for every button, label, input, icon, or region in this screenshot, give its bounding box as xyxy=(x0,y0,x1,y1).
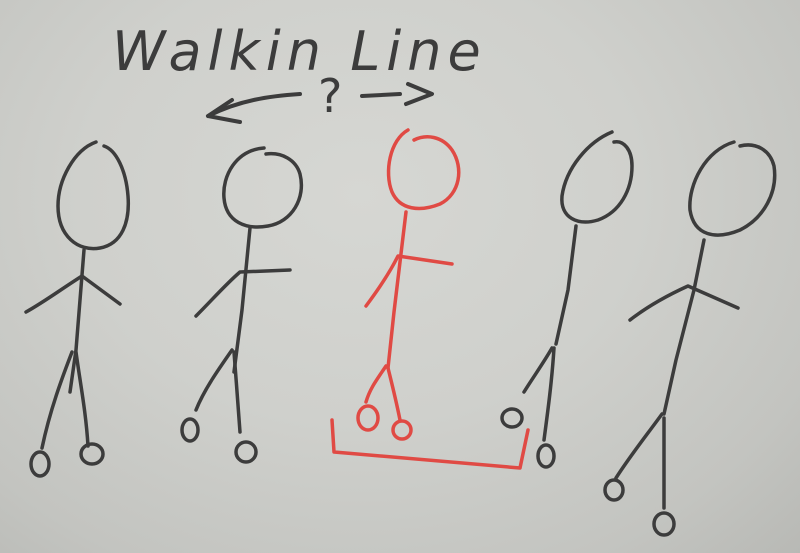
title-text: Walkin Line xyxy=(112,20,487,83)
right-leg xyxy=(232,350,242,434)
left-leg xyxy=(364,364,388,404)
right-leg xyxy=(74,350,90,448)
right-foot xyxy=(79,442,105,466)
body xyxy=(662,238,706,416)
body xyxy=(386,210,408,370)
left-foot xyxy=(603,478,625,502)
head xyxy=(688,140,777,237)
stick-figure-1 xyxy=(24,140,131,478)
arms xyxy=(628,284,740,322)
red-bracket xyxy=(330,418,530,470)
head xyxy=(560,130,634,224)
right-arrow-shaft xyxy=(360,92,402,98)
right-arrow-head-icon xyxy=(404,82,434,106)
arms xyxy=(24,274,122,314)
head xyxy=(222,146,304,229)
right-leg xyxy=(386,366,402,422)
head xyxy=(56,140,131,251)
stick-figure-4 xyxy=(500,130,634,469)
left-foot xyxy=(356,404,380,432)
question-mark: ? xyxy=(318,69,342,123)
left-foot xyxy=(180,417,200,443)
left-foot xyxy=(29,450,51,478)
left-leg xyxy=(194,348,234,412)
stick-figure-2 xyxy=(180,146,304,464)
head xyxy=(386,128,461,211)
body xyxy=(68,248,86,394)
arms xyxy=(364,254,454,308)
left-leg xyxy=(40,350,74,450)
right-foot xyxy=(652,511,676,537)
right-foot xyxy=(536,443,556,469)
body xyxy=(232,226,252,374)
left-leg xyxy=(522,346,554,394)
arms xyxy=(194,268,292,318)
body xyxy=(554,224,578,346)
left-leg xyxy=(614,412,664,480)
double-arrow: ? xyxy=(206,69,434,124)
right-leg xyxy=(542,346,556,442)
right-foot xyxy=(234,440,258,464)
left-foot xyxy=(500,407,524,429)
stick-figure-5 xyxy=(603,140,777,537)
stick-figure-3-highlighted xyxy=(356,128,461,441)
right-foot xyxy=(391,419,413,441)
left-arrow-head-icon xyxy=(206,98,242,124)
